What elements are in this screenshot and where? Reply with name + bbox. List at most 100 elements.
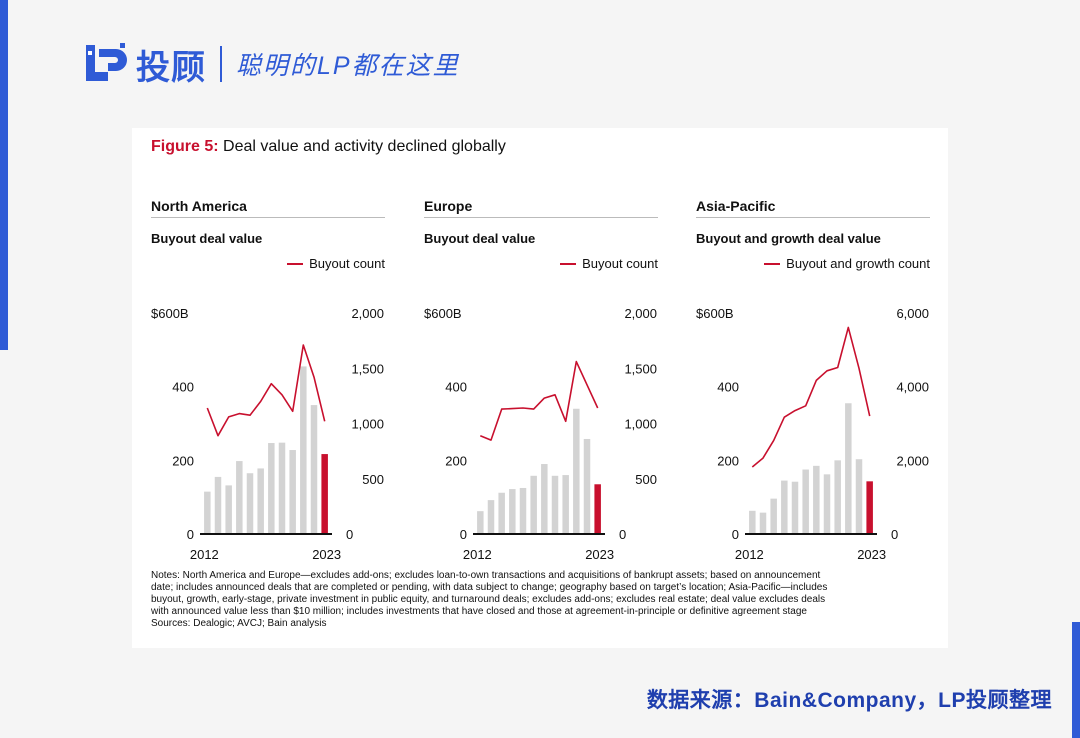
bar — [573, 408, 580, 534]
bar — [310, 405, 318, 534]
bar-latest-year — [866, 481, 873, 534]
bar — [477, 511, 484, 534]
chart-north-america: 0 200 400 $600B 0 500 1,000 1,500 2,000 2012 2023 — [151, 306, 384, 562]
brand-name: 投顾 — [136, 48, 206, 87]
x-axis-tick-label: 2012 — [463, 547, 492, 562]
left-axis-tick-label: $600B — [696, 306, 734, 321]
right-axis-tick-label: 0 — [891, 527, 898, 542]
bar — [791, 481, 799, 534]
left-accent-bar — [0, 0, 8, 350]
x-axis-tick-label: 2012 — [735, 547, 764, 562]
legend-label: Buyout count — [582, 256, 658, 271]
notes-line: Notes: North America and Europe—excludes… — [151, 570, 821, 581]
legend: Buyout count — [560, 256, 658, 271]
right-axis-tick-label: 1,000 — [624, 417, 657, 432]
bar — [530, 475, 537, 534]
bar — [583, 438, 591, 534]
panel-title: Europe — [424, 198, 658, 218]
legend-line-swatch — [764, 262, 781, 265]
right-axis-tick-label: 4,000 — [896, 380, 929, 395]
bar — [300, 366, 307, 534]
bar — [236, 461, 243, 534]
bar — [781, 480, 788, 534]
bar — [562, 475, 569, 534]
notes-line: with announced value less than $10 milli… — [151, 606, 807, 617]
x-axis-tick-label: 2023 — [585, 547, 614, 562]
figure-number: Figure 5: — [151, 138, 219, 155]
brand-logo-icon — [86, 43, 127, 81]
panel-north-america: North America Buyout deal value Buyout c… — [151, 198, 385, 562]
bar — [278, 442, 286, 534]
bar — [813, 465, 820, 534]
sources-line: Sources: Dealogic; AVCJ; Bain analysis — [151, 618, 327, 629]
bar-latest-year — [594, 484, 601, 534]
x-axis-tick-label: 2023 — [312, 547, 341, 562]
bar — [845, 403, 852, 534]
left-axis-tick-label: 0 — [187, 527, 194, 542]
right-axis-tick-label: 1,000 — [351, 417, 384, 432]
left-axis-tick-label: 0 — [460, 527, 467, 542]
bar — [759, 512, 767, 534]
count-line — [751, 326, 871, 468]
source-attribution: 数据来源：Bain&Company，LP投顾整理 — [646, 689, 1052, 712]
x-axis-tick-label: 2023 — [857, 547, 886, 562]
bar — [749, 510, 756, 534]
right-axis-tick-label: 0 — [346, 527, 353, 542]
panel-title: Asia-Pacific — [696, 198, 930, 218]
bar — [509, 489, 516, 534]
bar — [823, 474, 831, 534]
legend-label: Buyout and growth count — [786, 256, 930, 271]
brand-header: 投顾 聪明的LP都在这里 — [84, 40, 460, 88]
bar — [204, 491, 211, 534]
bar — [519, 487, 527, 534]
panel-subtitle: Buyout deal value — [151, 231, 263, 246]
right-axis-tick-label: 2,000 — [896, 453, 929, 468]
figure-card: Figure 5: Deal value and activity declin… — [132, 128, 948, 648]
brand-separator — [220, 46, 222, 82]
bar — [855, 459, 863, 534]
legend-line-swatch — [287, 262, 304, 265]
bar-latest-year — [321, 454, 328, 534]
legend: Buyout count — [287, 256, 385, 271]
bar — [225, 485, 232, 534]
right-axis-tick-label: 500 — [362, 472, 384, 487]
bar — [268, 443, 275, 534]
x-axis-tick-label: 2012 — [190, 547, 219, 562]
left-axis-tick-label: 200 — [172, 453, 194, 468]
right-axis-tick-label: 2,000 — [351, 306, 384, 321]
bar — [802, 469, 809, 534]
right-axis-tick-label: 2,000 — [624, 306, 657, 321]
notes-line: buyout, growth, early-stage, private inv… — [151, 594, 826, 605]
bar — [246, 473, 254, 534]
figure-notes: Notes: North America and Europe—excludes… — [151, 570, 931, 630]
left-axis-tick-label: 200 — [445, 453, 467, 468]
panel-asia-pacific: Asia-Pacific Buyout and growth deal valu… — [696, 198, 930, 562]
bar — [498, 492, 505, 534]
chart-asia-pacific: 0 200 400 $600B 0 2,000 4,000 6,000 2012 2023 — [696, 306, 929, 562]
left-axis-tick-label: 400 — [172, 380, 194, 395]
left-axis-tick-label: 400 — [717, 380, 739, 395]
legend: Buyout and growth count — [764, 256, 930, 271]
left-axis-tick-label: 400 — [445, 380, 467, 395]
panel-subtitle: Buyout and growth deal value — [696, 231, 881, 246]
panel-subtitle: Buyout deal value — [424, 231, 536, 246]
right-axis-tick-label: 0 — [619, 527, 626, 542]
left-axis-tick-label: $600B — [424, 306, 462, 321]
bar — [487, 500, 495, 534]
legend-label: Buyout count — [309, 256, 385, 271]
bar — [214, 476, 222, 534]
left-axis-tick-label: 0 — [732, 527, 739, 542]
chart-europe: 0 200 400 $600B 0 500 1,000 1,500 2,000 2012 2023 — [424, 306, 657, 562]
bar — [289, 450, 296, 534]
bar — [541, 464, 548, 534]
right-axis-tick-label: 1,500 — [624, 361, 657, 376]
bar — [551, 475, 559, 534]
legend-line-swatch — [560, 262, 577, 265]
bar — [834, 460, 841, 534]
right-accent-bar — [1072, 622, 1080, 738]
right-axis-tick-label: 1,500 — [351, 361, 384, 376]
notes-line: date; includes announced deals that are … — [151, 582, 828, 593]
bar — [257, 468, 264, 534]
brand-slogan: 聪明的LP都在这里 — [236, 52, 460, 80]
